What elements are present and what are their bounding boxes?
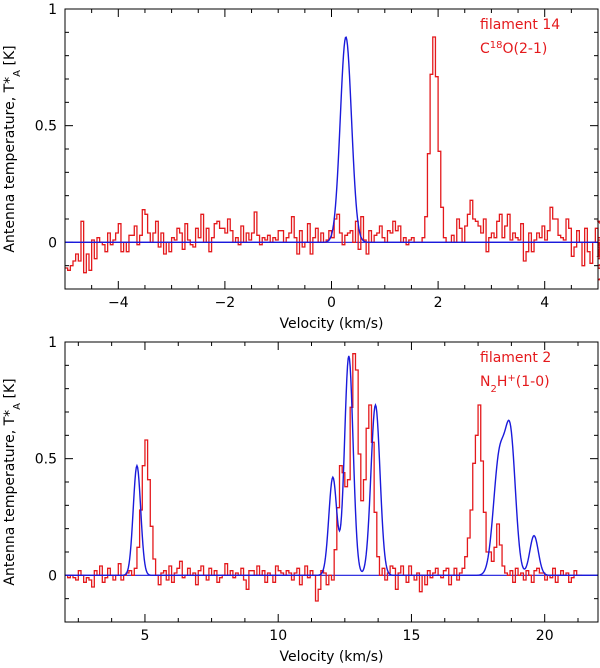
x-tick-label: 2 [434, 295, 443, 311]
x-tick-labels: −4 −2 0 2 4 [108, 295, 549, 311]
annotation-line-1: filament 14 [480, 17, 560, 33]
gaussian-fit-line [65, 36, 598, 244]
annotation-line-2: C18O(2-1) [480, 40, 547, 58]
observed-spectrum-line [65, 353, 583, 602]
panel-filament-2: 5 10 15 20 00.51 Velocity (km/s) Antenna te… [2, 335, 599, 665]
x-tick-label: 5 [140, 628, 149, 644]
x-tick-labels: 5 10 15 20 [140, 628, 553, 644]
x-tick-label: 10 [269, 628, 287, 644]
y-tick-label: 1 [48, 335, 57, 351]
x-tick-label: 15 [403, 628, 421, 644]
tick-marks [65, 341, 598, 622]
x-tick-label: −4 [108, 295, 129, 311]
y-tick-label: 0.5 [35, 119, 57, 135]
plot-frame [64, 341, 599, 623]
plot-frame [64, 8, 599, 290]
y-axis-label: Antenna temperature, T*A [K] [2, 45, 23, 252]
annotation-line-2: N2H+(1-0) [480, 373, 550, 395]
y-tick-label: 0 [48, 235, 57, 251]
x-tick-label: −2 [215, 295, 236, 311]
x-tick-label: 0 [327, 295, 336, 311]
y-tick-labels: 00.51 [35, 335, 57, 584]
x-tick-label: 20 [536, 628, 554, 644]
plot-area [64, 341, 599, 623]
plot-area [64, 8, 600, 290]
x-axis-label: Velocity (km/s) [279, 649, 383, 665]
x-axis-label: Velocity (km/s) [279, 316, 383, 332]
annotation-line-1: filament 2 [480, 350, 551, 366]
y-tick-labels: 00.51 [35, 2, 57, 251]
y-tick-label: 1 [48, 2, 57, 18]
gaussian-fit-line [65, 355, 598, 577]
panel-filament-14: −4 −2 0 2 4 00.51 Velocity (km/s) Antenna te… [2, 2, 600, 332]
y-axis-label: Antenna temperature, T*A [K] [2, 378, 23, 585]
x-tick-label: 4 [540, 295, 549, 311]
observed-spectrum-line [65, 36, 600, 281]
y-tick-label: 0 [48, 568, 57, 584]
y-tick-label: 0.5 [35, 452, 57, 468]
